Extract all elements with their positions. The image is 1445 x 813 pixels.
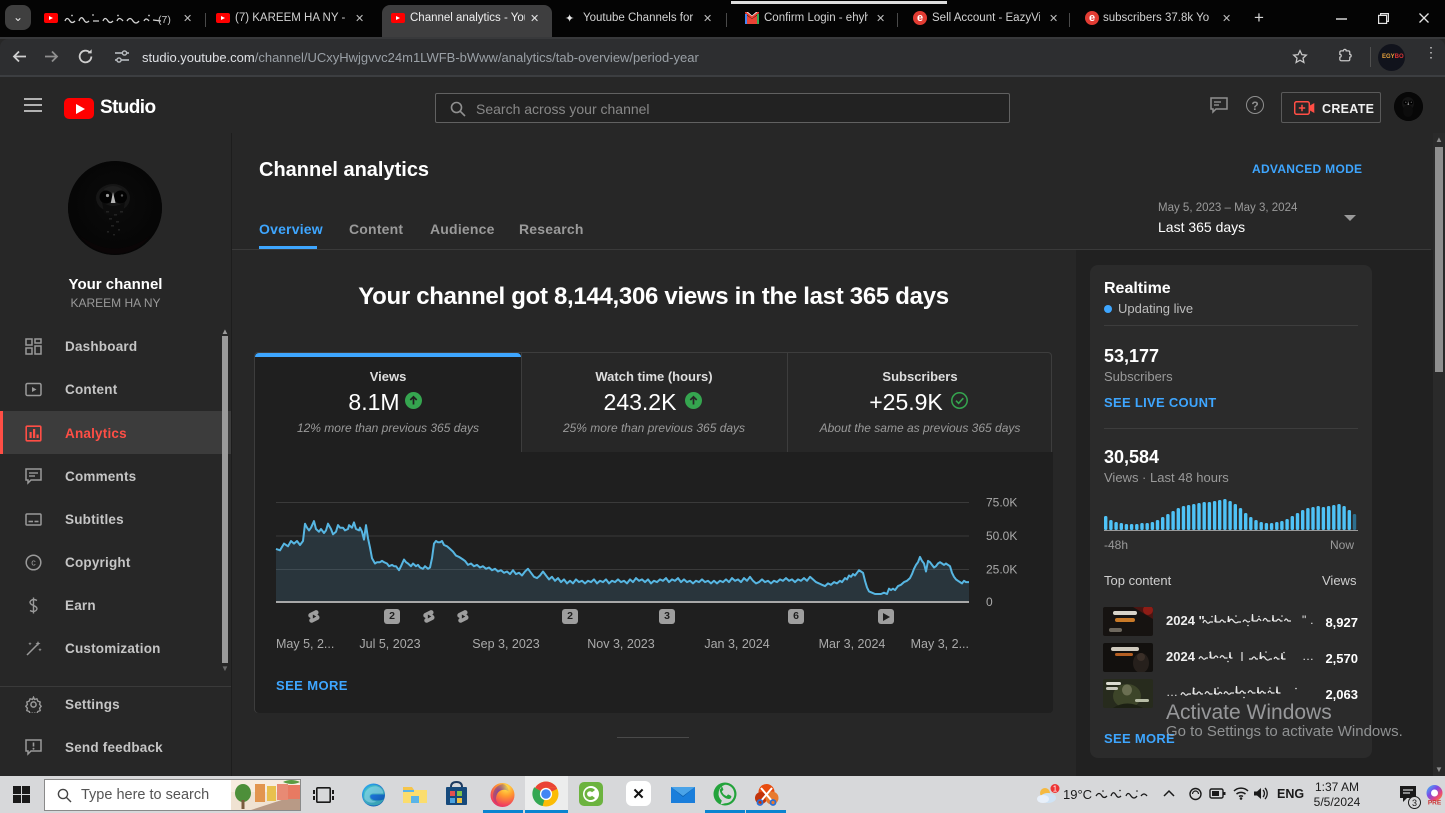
svg-text:0: 0 — [986, 595, 993, 609]
svg-text:Jan 3, 2024: Jan 3, 2024 — [704, 637, 769, 651]
svg-text:May 5, 2...: May 5, 2... — [276, 637, 334, 651]
svg-text:25.0K: 25.0K — [986, 563, 1017, 577]
svg-text:PRE: PRE — [1428, 800, 1442, 806]
svg-text:75.0K: 75.0K — [986, 496, 1017, 510]
svg-text:1: 1 — [1053, 785, 1058, 794]
svg-text:Sep 3, 2023: Sep 3, 2023 — [472, 637, 539, 651]
svg-text:…: … — [1166, 686, 1178, 699]
svg-text:✕: ✕ — [632, 786, 645, 803]
svg-text:(7): (7) — [158, 14, 171, 25]
svg-text:May 3, 2...: May 3, 2... — [911, 637, 969, 651]
svg-text:…: … — [1302, 650, 1314, 663]
svg-text:" …: " … — [1302, 614, 1314, 627]
svg-text:c: c — [31, 558, 36, 568]
svg-text:50.0K: 50.0K — [986, 529, 1017, 543]
svg-text:Jul 5, 2023: Jul 5, 2023 — [359, 637, 420, 651]
svg-text:Mar 3, 2024: Mar 3, 2024 — [819, 637, 886, 651]
svg-text:Nov 3, 2023: Nov 3, 2023 — [587, 637, 654, 651]
